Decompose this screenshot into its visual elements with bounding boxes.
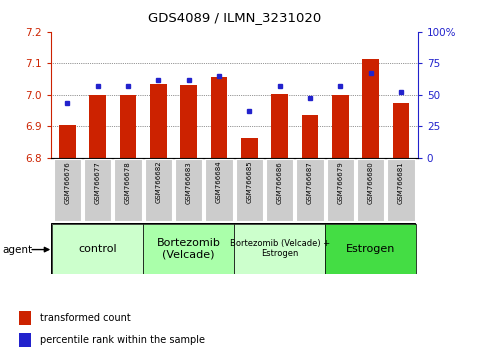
Text: Estrogen: Estrogen [346, 244, 396, 254]
FancyBboxPatch shape [54, 159, 81, 221]
Text: Bortezomib
(Velcade): Bortezomib (Velcade) [157, 238, 221, 259]
Text: GSM766685: GSM766685 [246, 161, 253, 204]
FancyBboxPatch shape [84, 159, 112, 221]
FancyBboxPatch shape [52, 223, 143, 274]
Text: GDS4089 / ILMN_3231020: GDS4089 / ILMN_3231020 [148, 11, 321, 24]
Text: Bortezomib (Velcade) +
Estrogen: Bortezomib (Velcade) + Estrogen [230, 239, 330, 258]
Bar [120, 95, 136, 158]
Bar [59, 125, 76, 158]
FancyBboxPatch shape [145, 159, 172, 221]
FancyBboxPatch shape [387, 159, 415, 221]
Text: GSM766684: GSM766684 [216, 161, 222, 204]
Text: GSM766676: GSM766676 [64, 161, 71, 204]
Text: control: control [78, 244, 117, 254]
Bar [271, 94, 288, 158]
Text: agent: agent [2, 245, 32, 255]
Text: GSM766682: GSM766682 [156, 161, 161, 204]
Bar [393, 103, 410, 158]
Text: GSM766683: GSM766683 [186, 161, 192, 204]
Bar [332, 95, 349, 158]
Text: GSM766687: GSM766687 [307, 161, 313, 204]
FancyBboxPatch shape [205, 159, 233, 221]
Bar [89, 95, 106, 158]
FancyBboxPatch shape [357, 159, 384, 221]
Text: GSM766681: GSM766681 [398, 161, 404, 204]
FancyBboxPatch shape [325, 223, 416, 274]
Text: GSM766677: GSM766677 [95, 161, 101, 204]
Bar [19, 312, 30, 325]
FancyBboxPatch shape [327, 159, 354, 221]
Text: GSM766679: GSM766679 [338, 161, 343, 204]
Bar [150, 84, 167, 158]
FancyBboxPatch shape [175, 159, 202, 221]
FancyBboxPatch shape [234, 223, 325, 274]
Bar [19, 333, 30, 347]
Text: transformed count: transformed count [40, 313, 130, 323]
Text: GSM766678: GSM766678 [125, 161, 131, 204]
FancyBboxPatch shape [236, 159, 263, 221]
Text: percentile rank within the sample: percentile rank within the sample [40, 335, 205, 345]
Text: GSM766680: GSM766680 [368, 161, 374, 204]
FancyBboxPatch shape [266, 159, 293, 221]
FancyBboxPatch shape [143, 223, 234, 274]
FancyBboxPatch shape [114, 159, 142, 221]
Bar [241, 138, 258, 158]
FancyBboxPatch shape [297, 159, 324, 221]
Bar [211, 78, 227, 158]
Bar [302, 115, 318, 158]
Bar [362, 58, 379, 158]
Text: GSM766686: GSM766686 [277, 161, 283, 204]
Bar [181, 85, 197, 158]
